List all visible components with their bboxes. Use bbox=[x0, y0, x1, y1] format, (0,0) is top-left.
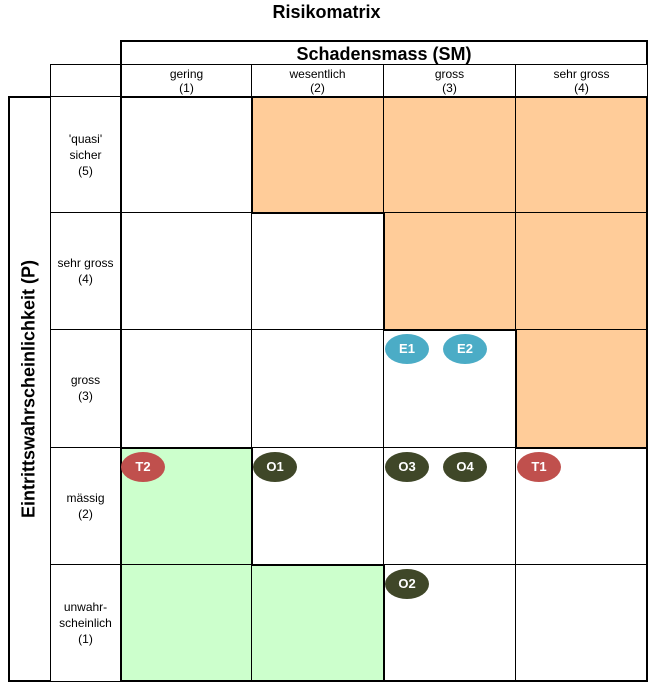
risk-marker-t2: T2 bbox=[121, 451, 165, 482]
matrix-cell-p4-sm4 bbox=[516, 213, 648, 331]
risk-marker-e1: E1 bbox=[385, 334, 429, 365]
row-label: scheinlich bbox=[59, 615, 112, 630]
matrix-cell-p5-sm2 bbox=[252, 96, 384, 214]
row-number: (3) bbox=[78, 389, 93, 404]
column-number: (1) bbox=[179, 81, 194, 95]
zone-boundary bbox=[516, 446, 648, 449]
column-number: (4) bbox=[574, 81, 589, 95]
x-axis-title: Schadensmass (SM) bbox=[120, 40, 648, 64]
row-number: (2) bbox=[78, 506, 93, 521]
zone-boundary bbox=[515, 330, 517, 448]
column-number: (3) bbox=[442, 81, 457, 95]
column-header-3: gross (3) bbox=[384, 64, 516, 96]
row-number: (5) bbox=[78, 163, 93, 178]
matrix-cell-p4-sm1 bbox=[120, 213, 252, 331]
matrix-cell-p4-sm3 bbox=[384, 213, 516, 331]
zone-boundary bbox=[252, 563, 384, 566]
column-number: (2) bbox=[310, 81, 325, 95]
risk-marker-o1: O1 bbox=[253, 451, 297, 482]
y-axis-title: Eintrittswahrscheinlichkeit (P) bbox=[18, 259, 39, 519]
matrix-cell-p1-sm2 bbox=[252, 564, 384, 682]
risk-marker-e2: E2 bbox=[443, 334, 487, 365]
matrix-cell-p1-sm1 bbox=[120, 564, 252, 682]
row-header-5: 'quasi' sicher (5) bbox=[50, 96, 120, 214]
row-header-4: sehr gross (4) bbox=[50, 213, 120, 331]
zone-boundary bbox=[384, 329, 516, 332]
zone-boundary bbox=[120, 446, 252, 449]
zone-boundary bbox=[383, 213, 385, 331]
row-number: (1) bbox=[78, 631, 93, 646]
row-label: sehr gross bbox=[57, 256, 114, 271]
zone-boundary bbox=[383, 564, 385, 682]
matrix-cell-p3-sm1 bbox=[120, 330, 252, 448]
zone-boundary bbox=[251, 96, 253, 214]
y-axis-title-box bbox=[8, 96, 50, 682]
matrix-cell-p3-sm2 bbox=[252, 330, 384, 448]
matrix-title: Risikomatrix bbox=[272, 2, 381, 22]
zone-boundary bbox=[252, 212, 384, 215]
risk-marker-t1: T1 bbox=[517, 451, 561, 482]
row-number: (4) bbox=[78, 272, 93, 287]
matrix-cell-p4-sm2 bbox=[252, 213, 384, 331]
zone-boundary bbox=[251, 447, 253, 565]
column-label: sehr gross bbox=[553, 67, 610, 81]
column-label: wesentlich bbox=[289, 67, 346, 81]
row-label: unwahr- bbox=[63, 599, 108, 614]
matrix-cell-p5-sm4 bbox=[516, 96, 648, 214]
column-header-4: sehr gross (4) bbox=[516, 64, 648, 96]
row-header-3: gross (3) bbox=[50, 330, 120, 448]
matrix-cell-p3-sm4 bbox=[516, 330, 648, 448]
row-label: mässig bbox=[66, 490, 105, 505]
column-label: gross bbox=[434, 67, 465, 81]
risk-marker-o3: O3 bbox=[385, 451, 429, 482]
row-header-2: mässig (2) bbox=[50, 447, 120, 565]
row-label: 'quasi' bbox=[68, 131, 103, 146]
row-label: gross bbox=[70, 373, 101, 388]
risk-marker-o2: O2 bbox=[385, 568, 429, 599]
matrix-cell-p1-sm4 bbox=[516, 564, 648, 682]
header-corner bbox=[50, 64, 120, 96]
matrix-cell-p5-sm1 bbox=[120, 96, 252, 214]
row-label: sicher bbox=[69, 147, 102, 162]
column-header-2: wesentlich (2) bbox=[252, 64, 384, 96]
column-header-1: gering (1) bbox=[120, 64, 252, 96]
risk-marker-o4: O4 bbox=[443, 451, 487, 482]
column-label: gering bbox=[169, 67, 204, 81]
matrix-cell-p5-sm3 bbox=[384, 96, 516, 214]
row-header-1: unwahr-scheinlich (1) bbox=[50, 564, 120, 682]
